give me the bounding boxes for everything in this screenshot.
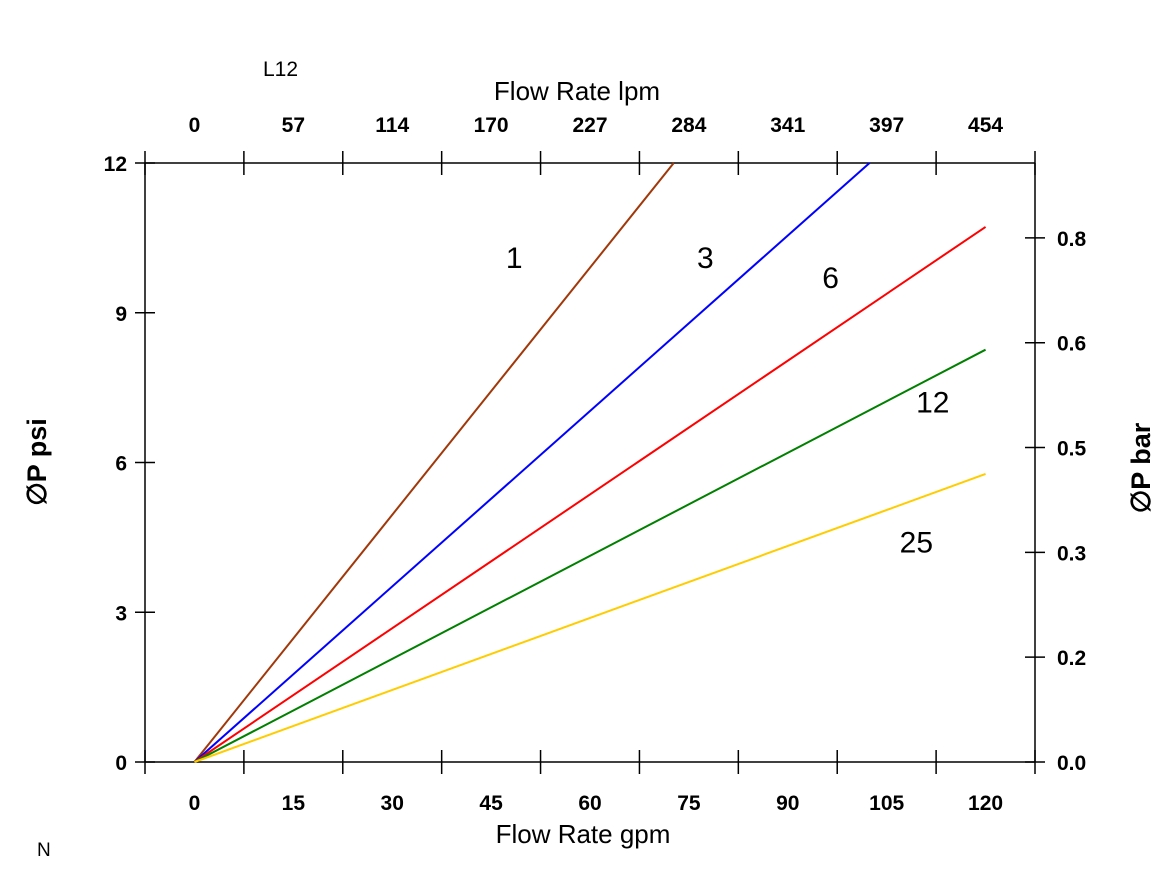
y2-tick-label: 0.0 bbox=[1057, 752, 1086, 775]
x2-tick-label: 454 bbox=[968, 114, 1003, 137]
x2-tick-label: 341 bbox=[770, 114, 805, 137]
series-label-12: 12 bbox=[916, 387, 949, 420]
series-label-25: 25 bbox=[900, 526, 933, 559]
x-axis-label: Flow Rate gpm bbox=[496, 819, 671, 849]
y-tick-label: 6 bbox=[115, 453, 127, 476]
x2-tick-label: 397 bbox=[869, 114, 904, 137]
x2-axis-label: Flow Rate lpm bbox=[494, 76, 660, 106]
x-tick-label: 45 bbox=[479, 792, 503, 815]
series-line-1 bbox=[193, 162, 675, 763]
x-tick-label: 30 bbox=[381, 792, 404, 815]
x2-tick-label: 284 bbox=[671, 114, 706, 137]
y-axis-label: ∅P psi bbox=[22, 418, 52, 506]
y2-tick-label: 0.8 bbox=[1057, 228, 1087, 251]
series-lines bbox=[193, 162, 987, 763]
x2-tick-label: 170 bbox=[474, 114, 509, 137]
x-tick-label: 105 bbox=[869, 792, 904, 815]
series-label-6: 6 bbox=[822, 262, 839, 295]
x-tick-label: 75 bbox=[677, 792, 701, 815]
y2-tick-label: 0.6 bbox=[1057, 333, 1086, 356]
y-tick-label: 0 bbox=[115, 752, 127, 775]
y2-tick-label: 0.3 bbox=[1057, 542, 1086, 565]
series-line-3 bbox=[193, 162, 871, 763]
x-tick-label: 60 bbox=[578, 792, 601, 815]
series-label-1: 1 bbox=[506, 242, 523, 275]
x2-tick-label: 57 bbox=[282, 114, 305, 137]
x-tick-label: 120 bbox=[968, 792, 1003, 815]
corner-note: N bbox=[37, 840, 51, 861]
series-line-12 bbox=[193, 348, 987, 763]
x-tick-label: 90 bbox=[776, 792, 799, 815]
series-labels: 1 3 6 12 25 bbox=[506, 242, 950, 560]
x-tick-label: 0 bbox=[189, 792, 201, 815]
x2-tick-label: 0 bbox=[189, 114, 201, 137]
axes: 0015573011445170602277528490341105397120… bbox=[104, 114, 1087, 815]
y2-axis-label: ∅P bar bbox=[1126, 422, 1156, 513]
y-tick-label: 3 bbox=[115, 602, 127, 625]
y2-tick-label: 0.2 bbox=[1057, 647, 1086, 670]
y-tick-label: 12 bbox=[104, 153, 127, 176]
x-tick-label: 15 bbox=[282, 792, 306, 815]
y2-tick-label: 0.5 bbox=[1057, 438, 1087, 461]
series-label-3: 3 bbox=[697, 242, 714, 275]
series-line-25 bbox=[194, 473, 986, 763]
x2-tick-label: 227 bbox=[572, 114, 607, 137]
y-tick-label: 9 bbox=[115, 303, 127, 326]
x2-tick-label: 114 bbox=[375, 114, 409, 137]
series-line-6 bbox=[193, 226, 987, 763]
chart-title: L12 bbox=[263, 58, 298, 81]
